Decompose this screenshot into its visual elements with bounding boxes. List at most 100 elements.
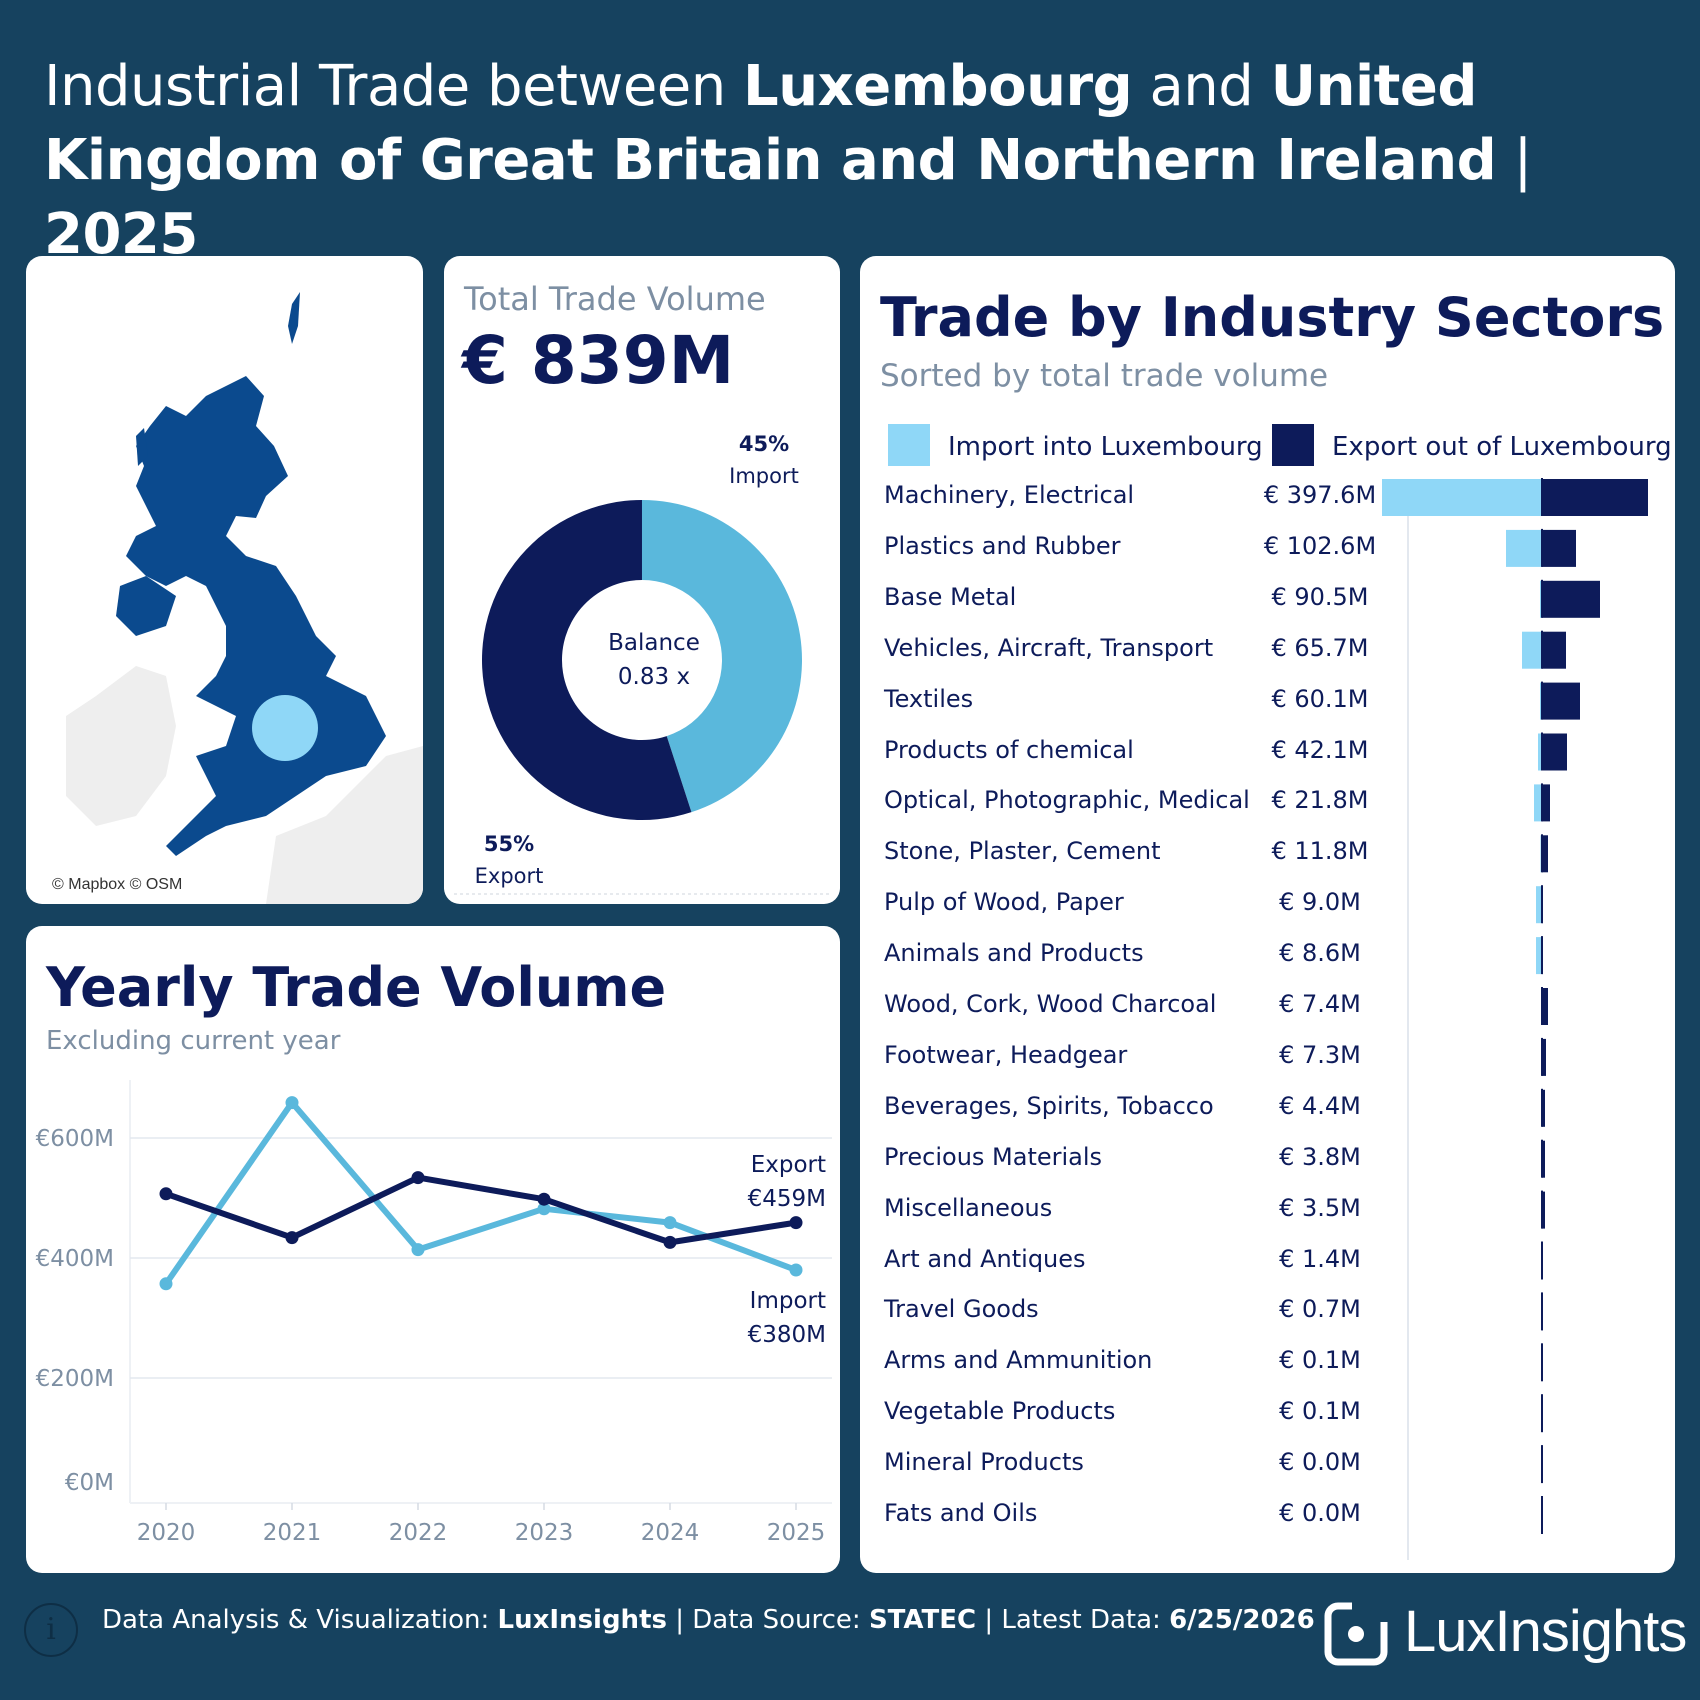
bar-export[interactable]	[1542, 988, 1548, 1025]
data-point[interactable]	[159, 1187, 173, 1201]
bar-import[interactable]	[1538, 733, 1542, 771]
continent-shape	[266, 746, 423, 904]
sector-row-value: € 7.3M	[1279, 1040, 1361, 1069]
legend-import-swatch	[888, 424, 930, 466]
bar-export[interactable]	[1542, 529, 1576, 567]
sector-row-label: Base Metal	[884, 582, 1017, 611]
footer-credits: Data Analysis & Visualization: LuxInsigh…	[102, 1605, 1315, 1635]
data-point[interactable]	[789, 1216, 803, 1230]
sector-row-value: € 65.7M	[1271, 633, 1369, 662]
footer-sep1: | Data Source:	[666, 1605, 869, 1635]
bar-export[interactable]	[1542, 784, 1550, 822]
footer-source: STATEC	[868, 1605, 977, 1635]
sector-row-value: € 4.4M	[1279, 1091, 1361, 1120]
sector-row-label: Beverages, Spirits, Tobacco	[884, 1091, 1214, 1120]
donut-slice-export[interactable]	[482, 500, 692, 820]
sector-row-label: Mineral Products	[884, 1448, 1084, 1477]
bar-export[interactable]	[1542, 479, 1648, 516]
footer-prefix: Data Analysis & Visualization:	[102, 1605, 498, 1635]
bar-export[interactable]	[1542, 937, 1543, 975]
bar-import[interactable]	[1541, 988, 1543, 1025]
import-pct: 45%	[738, 432, 790, 456]
data-point[interactable]	[411, 1243, 425, 1257]
balance-title: Balance	[608, 630, 700, 656]
bar-import[interactable]	[1540, 580, 1542, 618]
sector-row-label: Precious Materials	[884, 1142, 1103, 1171]
bar-export[interactable]	[1542, 1191, 1545, 1229]
legend-import-label: Import into Luxembourg	[948, 432, 1263, 462]
series-line-export[interactable]	[165, 1174, 797, 1246]
bar-export[interactable]	[1542, 733, 1567, 771]
title-prefix: Industrial Trade between	[44, 54, 744, 119]
bar-import[interactable]	[1540, 835, 1543, 873]
data-point[interactable]	[285, 1096, 299, 1110]
data-point[interactable]	[537, 1202, 551, 1216]
bar-import[interactable]	[1540, 682, 1542, 720]
bar-export[interactable]	[1542, 1140, 1545, 1178]
bar-export[interactable]	[1542, 1293, 1543, 1331]
data-point[interactable]	[663, 1216, 677, 1230]
bar-export[interactable]	[1542, 580, 1600, 618]
sector-row-value: € 0.1M	[1279, 1397, 1361, 1426]
page-title: Industrial Trade between Luxembourg and …	[44, 50, 1664, 272]
northern-ireland-shape	[116, 576, 176, 636]
sector-row-value: € 0.7M	[1279, 1295, 1361, 1324]
y-tick-label: €0M	[65, 1470, 114, 1496]
luxinsights-logo[interactable]: LuxInsights	[1322, 1598, 1687, 1668]
sector-row-value: € 11.8M	[1271, 837, 1369, 866]
bar-export[interactable]	[1542, 886, 1543, 924]
bar-export[interactable]	[1542, 682, 1580, 720]
donut-slice-import[interactable]	[642, 500, 803, 813]
sector-row-value: € 3.8M	[1279, 1142, 1361, 1171]
x-tick-label: 2025	[767, 1520, 826, 1546]
total-label: Total Trade Volume	[464, 280, 766, 318]
data-point[interactable]	[789, 1263, 803, 1277]
y-tick-label: €600M	[36, 1126, 114, 1152]
bar-import[interactable]	[1506, 529, 1542, 567]
bar-import[interactable]	[1382, 479, 1542, 516]
sector-row-label: Vegetable Products	[884, 1397, 1116, 1426]
x-tick-label: 2024	[641, 1520, 700, 1546]
bar-export[interactable]	[1542, 1089, 1545, 1127]
hebrides-shape	[136, 428, 148, 466]
export-end-value: €459M	[748, 1186, 826, 1212]
bar-import[interactable]	[1536, 886, 1542, 924]
map-card[interactable]: © Mapbox © OSM	[26, 256, 423, 904]
export-pct-label: Export	[474, 864, 544, 888]
sector-row-label: Products of chemical	[884, 735, 1134, 764]
donut-chart	[454, 500, 830, 895]
total-value: € 839M	[462, 322, 735, 399]
data-point[interactable]	[411, 1171, 425, 1185]
sector-card: Trade by Industry Sectors Sorted by tota…	[860, 256, 1675, 1573]
bar-export[interactable]	[1542, 835, 1548, 873]
footer-sep2: | Latest Data:	[976, 1605, 1170, 1635]
sector-row-label: Footwear, Headgear	[884, 1040, 1128, 1069]
footer-date: 6/25/2026	[1169, 1605, 1315, 1635]
sector-subtitle: Sorted by total trade volume	[880, 358, 1329, 394]
series-line-import[interactable]	[163, 1099, 798, 1286]
yearly-card: Yearly Trade Volume Excluding current ye…	[26, 926, 840, 1573]
sector-row-label: Machinery, Electrical	[884, 481, 1135, 509]
uk-map[interactable]	[26, 256, 423, 904]
total-trade-card: Total Trade Volume € 839M 45% Import 55%…	[444, 256, 840, 904]
sector-title: Trade by Industry Sectors	[880, 286, 1665, 349]
yearly-line-chart: €0M €200M €400M €600M 2020 2021 2022 2023 2024 20…	[36, 1080, 832, 1546]
data-point[interactable]	[285, 1231, 299, 1245]
bar-export[interactable]	[1542, 1038, 1546, 1076]
bar-import[interactable]	[1522, 631, 1542, 669]
info-icon[interactable]: i	[24, 1603, 78, 1657]
export-end-label: Export	[751, 1152, 826, 1178]
location-marker[interactable]	[252, 695, 318, 761]
sector-row-label: Miscellaneous	[884, 1193, 1053, 1222]
bar-import[interactable]	[1536, 937, 1542, 975]
data-point[interactable]	[537, 1192, 551, 1206]
sector-row-label: Fats and Oils	[884, 1499, 1038, 1527]
sector-row-label: Animals and Products	[884, 939, 1144, 968]
bar-import[interactable]	[1534, 784, 1542, 822]
bar-export[interactable]	[1542, 1242, 1543, 1280]
data-point[interactable]	[159, 1277, 173, 1291]
sector-row-label: Art and Antiques	[884, 1244, 1086, 1273]
bar-export[interactable]	[1542, 631, 1566, 669]
sector-row-value: € 397.6M	[1263, 481, 1377, 509]
data-point[interactable]	[663, 1235, 677, 1249]
